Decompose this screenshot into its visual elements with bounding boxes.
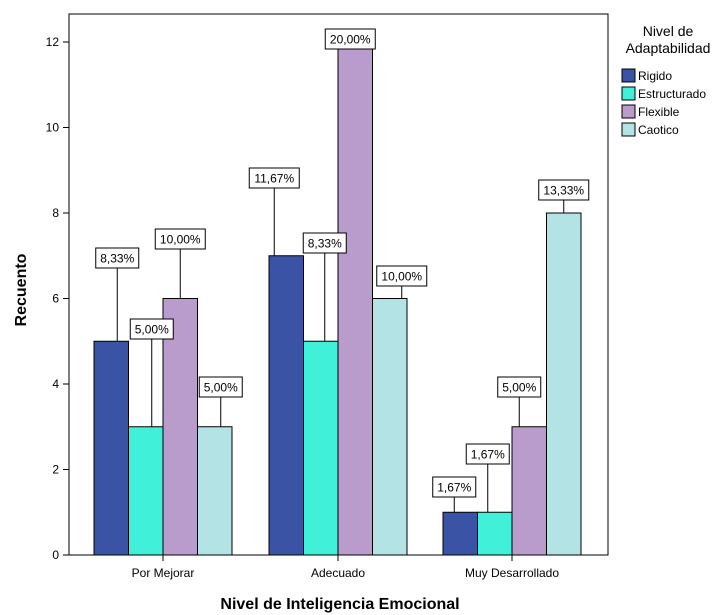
data-label-box xyxy=(376,265,428,287)
x-axis-title: Nivel de Inteligencia Emocional xyxy=(220,596,459,613)
data-label-box xyxy=(497,376,542,398)
y-tick-label-1: 2 xyxy=(52,463,59,477)
bar-caotico-0 xyxy=(197,426,233,556)
data-label-flexible-0: 10,00% xyxy=(160,233,201,247)
legend-title-line-1: Nivel de xyxy=(643,23,694,39)
data-label-box xyxy=(302,232,347,254)
legend-label-caotico: Caotico xyxy=(638,123,679,137)
y-axis: 0 2 4 6 8 10 12 xyxy=(46,35,69,562)
bar-flexible-2 xyxy=(511,426,547,556)
y-tick-label-2: 4 xyxy=(52,377,59,391)
legend-swatch-rigido xyxy=(621,68,636,83)
bar-caotico-2 xyxy=(546,212,582,556)
data-label-box xyxy=(95,247,140,269)
data-label-estructurado-1: 8,33% xyxy=(308,237,342,251)
legend-items: Rigido Estructurado Flexible Caotico xyxy=(621,68,706,137)
legend-label-rigido: Rigido xyxy=(638,69,672,83)
x-axis: Por Mejorar Adecuado Muy Desarrollado xyxy=(132,555,559,580)
bar-estructurado-0 xyxy=(128,426,164,556)
legend-swatch-flexible xyxy=(621,104,636,119)
legend: Nivel de Adaptabilidad Rigido Estructurad… xyxy=(621,23,711,137)
y-tick-label-6: 12 xyxy=(46,35,60,49)
data-label-box xyxy=(198,376,243,398)
y-tick-label-3: 6 xyxy=(52,292,59,306)
data-label-rigido-0: 8,33% xyxy=(100,252,134,266)
x-tick-label-1: Adecuado xyxy=(311,566,365,580)
data-label-box xyxy=(248,167,300,189)
data-label-box xyxy=(432,476,477,498)
bars xyxy=(93,41,582,556)
bar-rigido-2 xyxy=(442,511,478,556)
legend-title-line-2: Adaptabilidad xyxy=(626,40,711,56)
data-labels: 8,33% 5,00% 10,00% 5,00% 11,67% 8,33% 20,00% 10… xyxy=(95,28,590,513)
bar-estructurado-2 xyxy=(477,511,513,556)
y-tick-label-0: 0 xyxy=(52,548,59,562)
data-label-caotico-0: 5,00% xyxy=(204,381,238,395)
bar-rigido-1 xyxy=(268,255,304,556)
legend-swatch-caotico xyxy=(621,122,636,137)
data-label-box xyxy=(324,28,376,50)
data-label-flexible-1: 20,00% xyxy=(330,33,371,47)
data-label-box xyxy=(465,443,510,465)
x-tick-label-2: Muy Desarrollado xyxy=(465,566,559,580)
y-tick-label-5: 10 xyxy=(46,121,60,135)
data-label-rigido-1: 11,67% xyxy=(254,172,294,186)
data-label-estructurado-0: 5,00% xyxy=(135,323,169,337)
y-tick-label-4: 8 xyxy=(52,206,59,220)
bar-caotico-1 xyxy=(372,298,408,556)
legend-swatch-estructurado xyxy=(621,86,636,101)
bar-estructurado-1 xyxy=(303,340,339,556)
x-tick-label-0: Por Mejorar xyxy=(132,566,195,580)
legend-label-flexible: Flexible xyxy=(638,105,680,119)
data-label-box xyxy=(154,228,206,250)
bar-flexible-1 xyxy=(337,41,373,556)
data-label-caotico-2: 13,33% xyxy=(543,184,584,198)
data-label-flexible-2: 5,00% xyxy=(502,381,536,395)
legend-label-estructurado: Estructurado xyxy=(638,87,706,101)
bar-flexible-0 xyxy=(162,298,198,556)
data-label-rigido-2: 1,67% xyxy=(437,481,471,495)
data-label-estructurado-2: 1,67% xyxy=(471,448,505,462)
bar-rigido-0 xyxy=(93,340,129,556)
data-label-caotico-1: 10,00% xyxy=(381,270,422,284)
data-label-box xyxy=(129,318,174,340)
y-axis-title: Recuento xyxy=(13,253,30,326)
data-label-box xyxy=(538,179,590,201)
